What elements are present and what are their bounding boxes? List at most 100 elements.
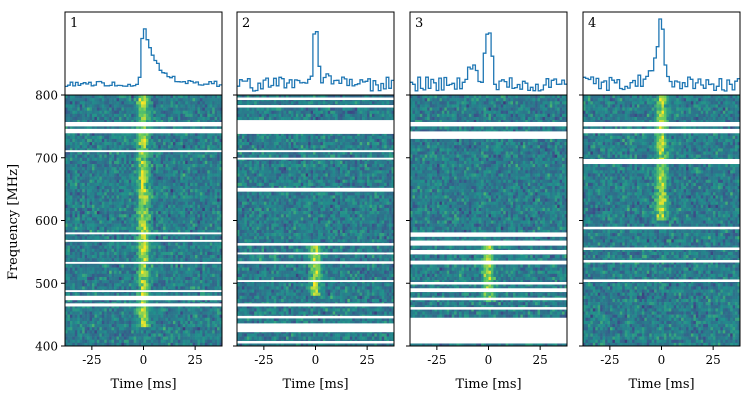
heatmap-cell [65, 211, 68, 215]
heatmap-cell [148, 255, 152, 259]
heatmap-cell [77, 270, 81, 275]
heatmap-cell [123, 116, 127, 121]
heatmap-cell [214, 179, 218, 184]
heatmap-cell [128, 330, 132, 334]
heatmap-cell [87, 327, 90, 331]
heatmap-cell [197, 126, 201, 130]
heatmap-cell [72, 276, 76, 281]
heatmap-cell [116, 251, 120, 256]
heatmap-cell [94, 311, 98, 315]
heatmap-cell [114, 104, 117, 108]
heatmap-cell [131, 320, 134, 325]
heatmap-cell [84, 154, 88, 159]
heatmap-cell [204, 126, 208, 130]
heatmap-cell [109, 330, 112, 334]
heatmap-cell [69, 142, 73, 146]
heatmap-cell [219, 201, 223, 206]
heatmap-cell [192, 320, 196, 325]
heatmap-cell [155, 204, 159, 209]
heatmap-cell [87, 179, 90, 184]
heatmap-cell [82, 217, 85, 221]
heatmap-cell [197, 145, 201, 149]
heatmap-cell [118, 132, 122, 137]
heatmap-cell [150, 320, 154, 325]
heatmap-cell [123, 185, 127, 190]
heatmap-cell [133, 305, 137, 309]
heatmap-cell [209, 101, 213, 105]
heatmap-cell [114, 242, 117, 246]
heatmap-cell [111, 251, 115, 256]
heatmap-cell [99, 126, 103, 130]
heatmap-cell [148, 280, 152, 284]
heatmap-cell [160, 258, 164, 262]
heatmap-cell [82, 233, 85, 237]
heatmap-cell [87, 154, 90, 159]
heatmap-cell [170, 182, 174, 187]
heatmap-cell [148, 292, 152, 297]
heatmap-cell [160, 226, 164, 231]
heatmap-cell [89, 107, 93, 111]
heatmap-cell [106, 182, 110, 187]
heatmap-cell [207, 195, 211, 199]
heatmap-cell [111, 195, 115, 199]
heatmap-cell [172, 126, 176, 130]
heatmap-cell [87, 145, 90, 149]
heatmap-cell [79, 264, 83, 268]
heatmap-cell [192, 314, 196, 319]
heatmap-cell [99, 167, 103, 171]
heatmap-cell [136, 226, 139, 231]
heatmap-cell [180, 142, 184, 146]
heatmap-cell [69, 336, 73, 341]
heatmap-cell [209, 107, 213, 111]
heatmap-cell [141, 132, 144, 137]
heatmap-cell [136, 236, 139, 240]
heatmap-cell [116, 164, 120, 168]
heatmap-cell [67, 339, 71, 344]
heatmap-cell [180, 126, 184, 130]
heatmap-cell [204, 264, 208, 268]
heatmap-cell [126, 126, 130, 130]
heatmap-cell [79, 113, 83, 118]
heatmap-cell [182, 104, 186, 108]
heatmap-cell [182, 107, 186, 111]
heatmap-cell [177, 270, 181, 275]
heatmap-cell [175, 126, 179, 130]
heatmap-cell [126, 276, 130, 281]
heatmap-cell [192, 157, 196, 162]
heatmap-cell [177, 173, 181, 177]
heatmap-cell [165, 255, 169, 259]
heatmap-cell [116, 264, 120, 268]
heatmap-cell [170, 151, 174, 155]
heatmap-cell [101, 270, 105, 275]
heatmap-cell [158, 245, 161, 250]
heatmap-cell [214, 251, 218, 256]
heatmap-cell [138, 104, 142, 108]
heatmap-cell [91, 264, 95, 268]
heatmap-cell [77, 98, 81, 102]
heatmap-cell [197, 176, 201, 181]
heatmap-cell [79, 182, 83, 187]
heatmap-cell [180, 113, 184, 118]
heatmap-cell [182, 126, 186, 130]
heatmap-cell [143, 195, 147, 199]
heatmap-cell [114, 305, 117, 309]
heatmap-cell [143, 160, 147, 165]
heatmap-cell [150, 336, 154, 341]
heatmap-cell [155, 330, 159, 334]
heatmap-cell [79, 185, 83, 190]
heatmap-cell [143, 324, 147, 328]
heatmap-cell [195, 170, 198, 174]
heatmap-cell [209, 138, 213, 143]
heatmap-cell [69, 154, 73, 159]
heatmap-cell [158, 276, 161, 281]
heatmap-cell [185, 217, 188, 221]
heatmap-cell [207, 317, 211, 322]
heatmap-cell [99, 217, 103, 221]
heatmap-cell [141, 189, 144, 193]
heatmap-cell [126, 151, 130, 155]
heatmap-cell [96, 145, 100, 149]
heatmap-cell [177, 226, 181, 231]
heatmap-cell [96, 157, 100, 162]
heatmap-cell [101, 116, 105, 121]
